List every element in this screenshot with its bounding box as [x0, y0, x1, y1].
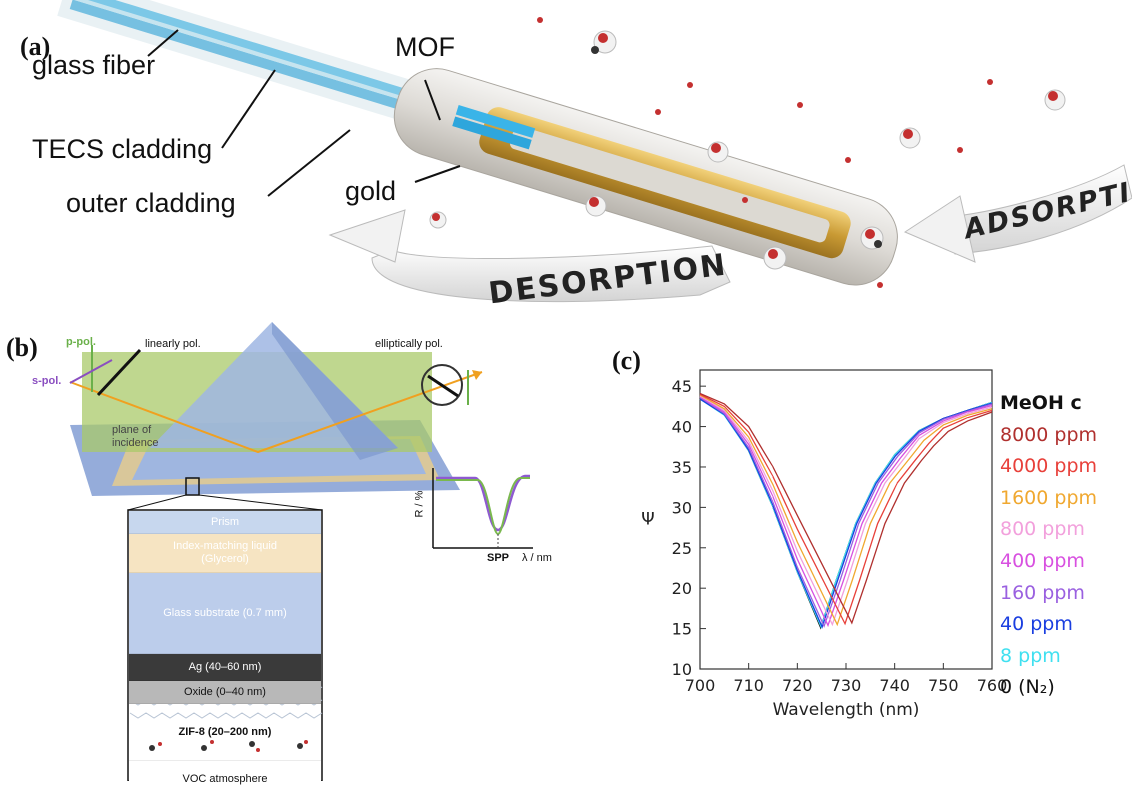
layer-stack: Prism Index-matching liquid (Glycerol) Gla… [129, 511, 321, 786]
molecules [429, 17, 1066, 288]
legend-item: 8 ppm [1000, 644, 1061, 667]
label-linearly-pol: linearly pol. [145, 338, 201, 350]
legend-item: 400 ppm [1000, 549, 1085, 572]
layer-5: ZIF-8 (20–200 nm) [129, 704, 321, 761]
label-spp: SPP [487, 552, 510, 564]
label-elliptically-pol: elliptically pol. [375, 338, 443, 350]
layer-0: Prism [129, 511, 321, 534]
label-gold: gold [345, 176, 397, 206]
legend-item: 40 ppm [1000, 613, 1073, 636]
label-r-axis: R / % [413, 490, 426, 518]
label-p-pol: p-pol. [66, 336, 96, 348]
legend-item: 800 ppm [1000, 518, 1085, 541]
layer-4: Oxide (0–40 nm) [129, 681, 321, 704]
label-glass-fiber: glass fiber [32, 50, 156, 80]
adsorption-arrow [903, 164, 1132, 263]
layer-2: Glass substrate (0.7 mm) [129, 573, 321, 654]
desorption-arrow [328, 209, 731, 303]
label-lambda-axis: λ / nm [522, 552, 552, 564]
legend-item: 1600 ppm [1000, 486, 1098, 509]
label-incidence: incidence [112, 437, 159, 449]
fiber-probe [57, 0, 898, 286]
panel-a-label: (a) [20, 32, 51, 61]
chart-legend: MeOH c 8000 ppm 4000 ppm 1600 ppm 800 ppm 40… [1000, 388, 1097, 704]
label-plane-of: plane of [112, 424, 152, 436]
layer-1: Index-matching liquid (Glycerol) [129, 534, 321, 573]
legend-item: 160 ppm [1000, 581, 1085, 604]
legend-item: 0 (N₂) [1000, 676, 1055, 699]
legend-item: 8000 ppm [1000, 423, 1098, 446]
label-tecs-cladding: TECS cladding [32, 134, 213, 164]
label-mof: MOF [395, 32, 455, 62]
legend-item: 4000 ppm [1000, 455, 1098, 478]
panel-b-label: (b) [6, 333, 38, 362]
leader-lines [147, 29, 461, 197]
label-outer-cladding: outer cladding [66, 188, 236, 218]
layer-6: VOC atmosphere [129, 761, 321, 786]
label-s-pol: s-pol. [32, 375, 62, 387]
panel-c-label: (c) [612, 346, 641, 375]
layer-3: Ag (40–60 nm) [129, 654, 321, 681]
legend-title: MeOH c [1000, 392, 1082, 414]
